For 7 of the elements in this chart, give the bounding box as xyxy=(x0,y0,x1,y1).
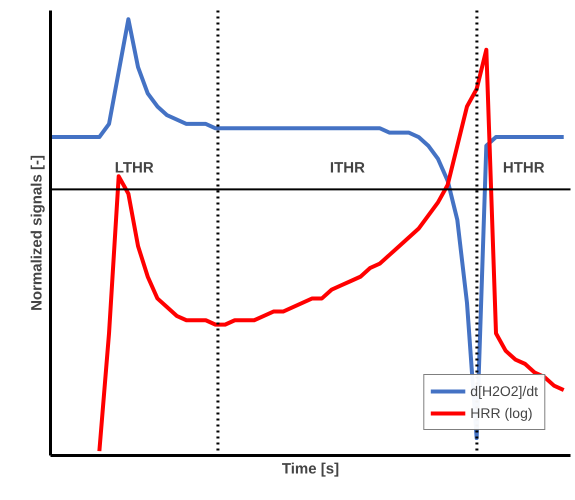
y-axis-title: Normalized signals [-] xyxy=(28,155,46,311)
legend-label: d[H2O2]/dt xyxy=(470,383,538,399)
annotation: HTHR xyxy=(502,159,545,176)
annotation: LTHR xyxy=(114,159,154,176)
annotation: ITHR xyxy=(330,159,366,176)
x-axis-title: Time [s] xyxy=(282,460,340,478)
legend-label: HRR (log) xyxy=(470,405,533,421)
